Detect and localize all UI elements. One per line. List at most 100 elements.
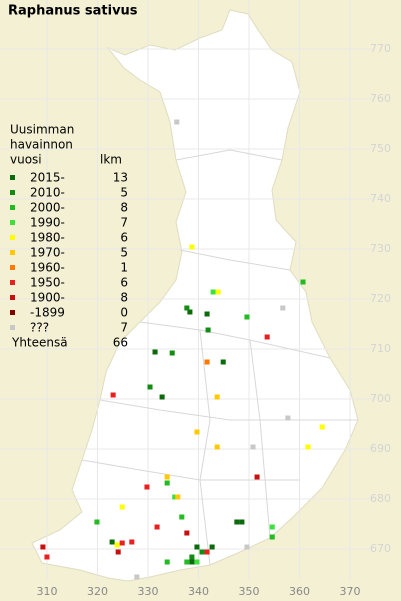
region-borders [81,149,358,566]
observations [40,119,325,580]
observation-square [210,289,216,295]
observation-square [300,279,306,285]
finland-outline [31,9,359,582]
observation-square [204,549,210,555]
legend-count: 8 [120,201,128,215]
observation-square [144,484,150,490]
legend-label: 1970- [30,246,65,260]
border [179,249,291,271]
total-label: Yhteensä [11,336,68,350]
legend-header: havainnon [10,138,73,152]
observation-square [220,359,226,365]
legend-count: 0 [120,306,128,320]
border [99,399,358,421]
y-tick-label: 700 [370,392,391,405]
observation-square [189,554,195,560]
y-tick-label: 750 [370,142,391,155]
legend-swatch [10,250,15,255]
legend-swatch [10,175,15,180]
observation-square [189,244,195,250]
y-tick-label: 720 [370,292,391,305]
observation-square [94,519,100,525]
legend-count: 5 [120,246,128,260]
observation-square [129,539,135,545]
observation-square [205,327,211,333]
legend-label: -1899 [30,306,65,320]
legend-swatch [10,235,15,240]
observation-square [110,392,116,398]
observation-square [194,559,200,565]
y-tick-label: 770 [370,42,391,55]
legend-label: 1990- [30,216,65,230]
observation-square [244,544,250,550]
legend-swatch [10,295,15,300]
observation-square [159,394,165,400]
observation-square [184,559,190,565]
observation-square [164,480,170,486]
observation-square [204,311,210,317]
legend-label: 1980- [30,231,65,245]
observation-square [172,494,178,500]
x-tick-label: 360 [289,585,310,598]
observation-square [214,394,220,400]
observation-square [179,514,185,520]
observation-square [164,559,170,565]
legend-count: 6 [120,276,128,290]
observation-square [134,574,140,580]
observation-square [244,314,250,320]
y-tick-label: 680 [370,492,391,505]
observation-square [209,544,215,550]
legend-swatch [10,325,15,330]
y-tick-label: 690 [370,442,391,455]
border [249,339,271,539]
x-tick-label: 350 [238,585,259,598]
observation-square [114,542,120,548]
border [81,459,300,481]
legend-label: 2015- [30,171,65,185]
border [139,321,331,359]
observation-square [204,359,210,365]
x-tick-label: 330 [137,585,158,598]
x-tick-label: 310 [36,585,57,598]
observation-square [264,334,270,340]
observation-square [119,540,125,546]
legend-count: 6 [120,231,128,245]
legend-count: 1 [120,261,128,275]
observation-square [194,429,200,435]
legend-swatch [10,190,15,195]
total-count: 66 [113,336,128,350]
legend-count: 7 [120,216,128,230]
observation-square [154,524,160,530]
observation-square [305,444,311,450]
legend-swatch [10,310,15,315]
legend-label: 1900- [30,291,65,305]
observation-square [234,519,240,525]
observation-square [169,350,175,356]
legend-label: 2000- [30,201,65,215]
observation-square [152,349,158,355]
legend-label: 2010- [30,186,65,200]
observation-square [174,119,180,125]
legend-header: vuosi [10,153,42,167]
legend-count: 7 [120,321,128,335]
observation-square [214,444,220,450]
y-tick-label: 730 [370,242,391,255]
y-tick-label: 710 [370,342,391,355]
observation-square [239,519,245,525]
x-tick-label: 340 [188,585,209,598]
legend-count: 13 [113,171,128,185]
observation-square [254,474,260,480]
legend-swatch [10,265,15,270]
observation-square [194,544,200,550]
observation-square [319,424,325,430]
legend-count: 5 [120,186,128,200]
y-tick-label: 760 [370,92,391,105]
observation-square [164,474,170,480]
observation-square [189,559,195,565]
legend-swatch [10,205,15,210]
y-tick-label: 670 [370,542,391,555]
legend-header: Uusimman [10,123,74,137]
observation-square [147,384,153,390]
